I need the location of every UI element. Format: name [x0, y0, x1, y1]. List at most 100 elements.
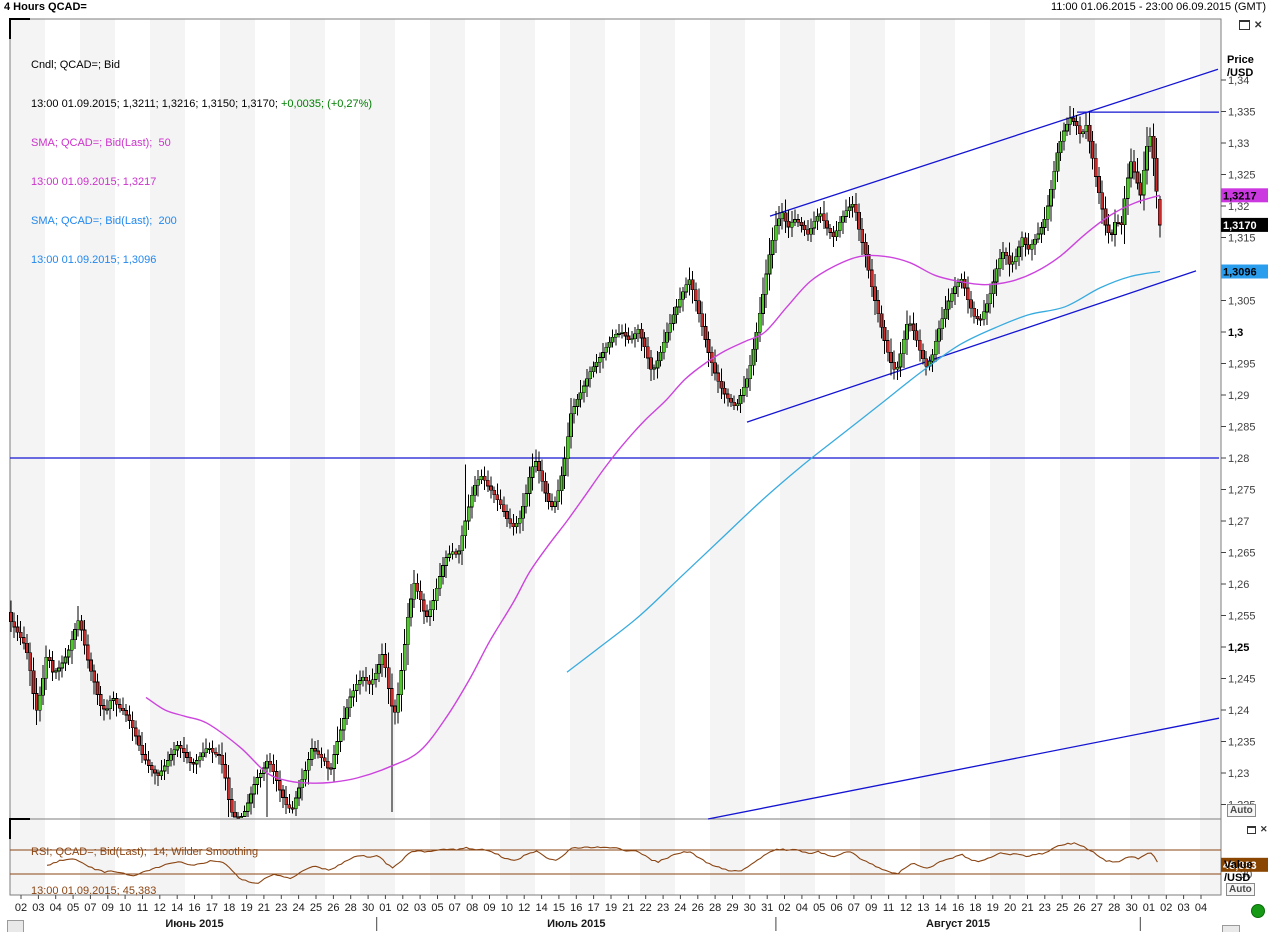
- trendline-channel-lower[interactable]: [746, 270, 1197, 423]
- candle-body: [242, 811, 247, 817]
- candle-body: [645, 346, 650, 359]
- candle-body: [607, 342, 612, 348]
- date-tick-label: 31: [761, 902, 773, 914]
- candle-body: [105, 708, 109, 711]
- price-axis-auto-button[interactable]: Auto: [1227, 804, 1256, 817]
- grid-stripe: [780, 19, 815, 895]
- candle-body: [367, 680, 372, 685]
- candle-body: [1039, 227, 1044, 235]
- candle-body: [306, 759, 311, 771]
- candle-body: [204, 748, 209, 754]
- candle-body: [220, 754, 225, 766]
- candle-body: [700, 313, 705, 327]
- price-tick-label: 1,26: [1228, 579, 1249, 591]
- legend-sma50-value: 13:00 01.09.2015; 1,3217: [31, 176, 157, 188]
- candle-body: [479, 475, 484, 481]
- price-axis: 1,2251,231,2351,241,2451,251,2551,261,26…: [1221, 75, 1268, 812]
- sma50-line[interactable]: [145, 194, 1161, 784]
- candle-body: [121, 707, 125, 711]
- candle-body: [1058, 140, 1063, 154]
- candle-body: [786, 220, 791, 228]
- maximize-icon[interactable]: [1239, 20, 1250, 30]
- candle-body: [972, 308, 977, 317]
- candle-body: [396, 694, 401, 713]
- trendline-trend-long-lower[interactable]: [707, 717, 1220, 820]
- date-tick-label: 24: [674, 902, 686, 914]
- close-icon[interactable]: ✕: [1260, 824, 1268, 834]
- candle-body: [191, 762, 196, 765]
- candle-body: [773, 225, 778, 241]
- candle-body: [146, 759, 151, 766]
- date-tick-label: 15: [553, 902, 565, 914]
- grid-stripe: [990, 19, 1025, 895]
- maximize-icon[interactable]: [1247, 825, 1256, 834]
- candles-layer[interactable]: [9, 105, 1162, 819]
- date-tick-label: 07: [449, 902, 461, 914]
- date-tick-label: 03: [1177, 902, 1189, 914]
- date-tick-label: 12: [518, 902, 530, 914]
- candle-body: [469, 494, 474, 508]
- date-tick-label: 19: [240, 902, 252, 914]
- candle-body: [418, 590, 423, 601]
- rsi-layer: [10, 842, 1221, 884]
- candle-body: [1103, 208, 1108, 226]
- date-tick-label: 07: [848, 902, 860, 914]
- legend-change-value: +0,0035; (+0,27%): [280, 98, 373, 110]
- date-tick-label: 29: [726, 902, 738, 914]
- candle-body: [255, 777, 260, 785]
- candle-body: [837, 221, 842, 232]
- sma200-line[interactable]: [566, 270, 1161, 673]
- candle-body: [789, 221, 794, 228]
- candle-body: [274, 771, 279, 781]
- candle-body: [1129, 161, 1133, 179]
- candle-body: [1081, 131, 1085, 135]
- candle-body: [1007, 255, 1012, 265]
- candle-body: [978, 318, 983, 321]
- candle-body: [591, 366, 596, 372]
- candle-body: [729, 397, 733, 403]
- grid-stripe: [80, 19, 115, 895]
- candle-body: [226, 777, 231, 800]
- bottom-left-handle[interactable]: [7, 920, 24, 932]
- candle-body: [1084, 124, 1089, 133]
- rsi-line[interactable]: [46, 842, 1158, 884]
- date-tick-label: 02: [15, 902, 27, 914]
- candle-body: [233, 811, 237, 818]
- candle-body: [297, 787, 301, 799]
- candle-body: [716, 372, 721, 382]
- candle-body: [175, 745, 180, 751]
- candle-body: [946, 300, 951, 310]
- candle-body: [153, 769, 157, 774]
- candle-body: [405, 616, 410, 645]
- candle-body: [697, 300, 701, 314]
- candle-body: [53, 670, 58, 673]
- date-tick-label: 30: [744, 902, 756, 914]
- candle-body: [898, 353, 903, 368]
- rsi-axis-auto-button[interactable]: Auto: [1226, 883, 1255, 896]
- date-tick-label: 05: [813, 902, 825, 914]
- candle-body: [601, 352, 605, 358]
- candle-body: [537, 461, 541, 471]
- price-tick-label: 1,255: [1228, 611, 1256, 623]
- candle-body: [370, 679, 375, 685]
- candle-body: [693, 289, 698, 301]
- date-tick-label: 27: [1091, 902, 1103, 914]
- candle-body: [969, 299, 973, 309]
- bottom-right-handle[interactable]: [1222, 925, 1240, 932]
- candle-body: [882, 327, 887, 341]
- grid-stripe: [10, 19, 45, 895]
- candle-body: [594, 361, 599, 367]
- close-icon[interactable]: ✕: [1254, 19, 1263, 31]
- candle-body: [1090, 140, 1095, 159]
- legend-sma50-series: SMA; QCAD=; Bid(Last); 50: [31, 137, 171, 149]
- candle-body: [658, 351, 663, 362]
- candle-body: [869, 269, 874, 288]
- candle-body: [917, 339, 922, 351]
- candle-body: [316, 750, 321, 755]
- trendline-channel-upper[interactable]: [769, 68, 1219, 217]
- candle-body: [831, 232, 836, 238]
- candle-body: [143, 754, 148, 761]
- candle-body: [85, 644, 90, 661]
- candle-body: [313, 748, 317, 752]
